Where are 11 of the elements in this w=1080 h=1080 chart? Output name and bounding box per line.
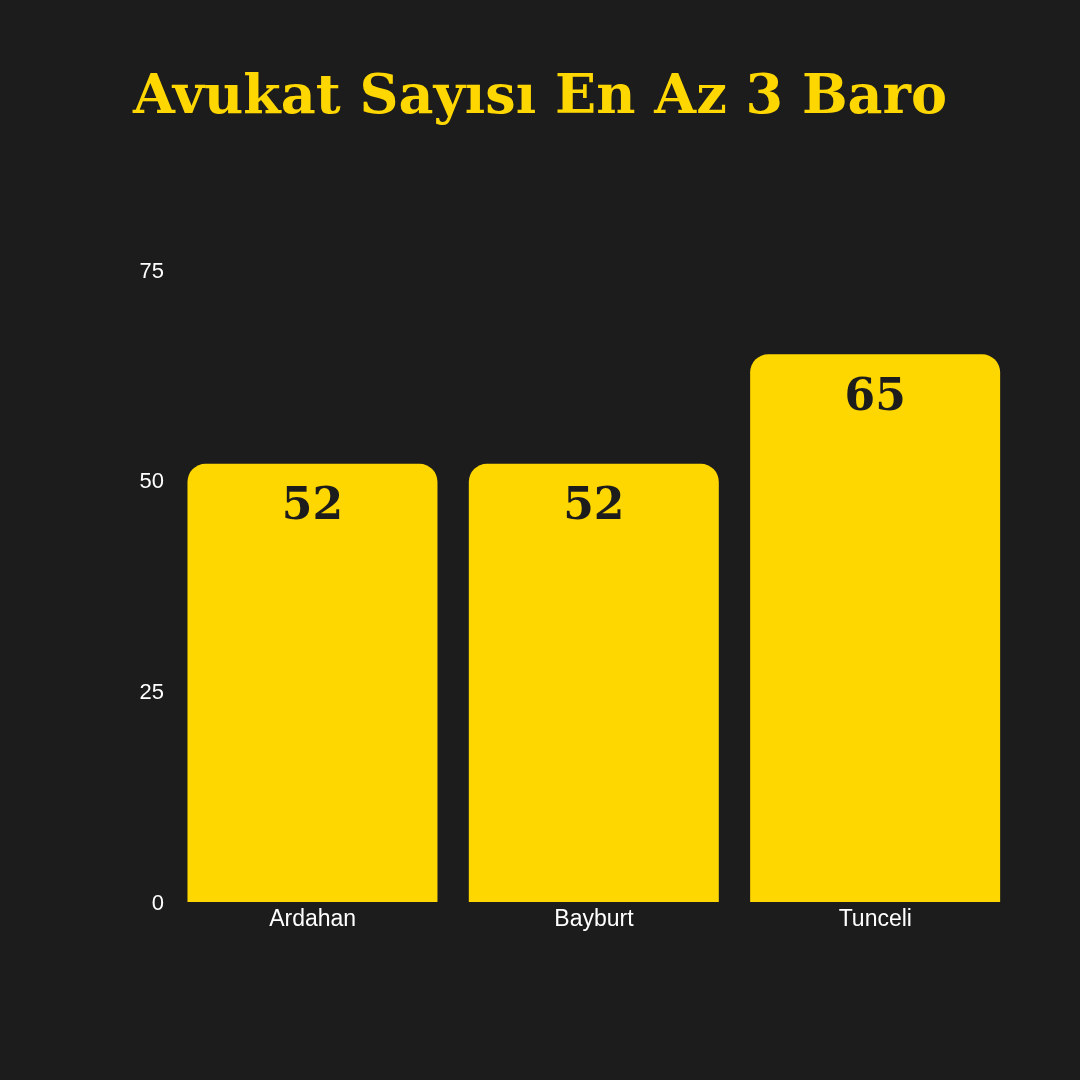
x-tick-label: Ardahan bbox=[269, 905, 357, 932]
y-tick-label: 50 bbox=[139, 468, 164, 494]
data-label: 65 bbox=[844, 368, 906, 420]
y-tick-label: 25 bbox=[139, 679, 164, 705]
y-tick-label: 75 bbox=[139, 257, 164, 283]
y-tick-label: 0 bbox=[151, 889, 164, 915]
data-label: 52 bbox=[281, 478, 344, 530]
chart-title: Avukat Sayısı En Az 3 Baro bbox=[131, 62, 949, 126]
x-tick-label: Bayburt bbox=[554, 905, 635, 932]
data-label: 52 bbox=[563, 478, 625, 530]
x-tick-label: Tunceli bbox=[838, 905, 912, 932]
